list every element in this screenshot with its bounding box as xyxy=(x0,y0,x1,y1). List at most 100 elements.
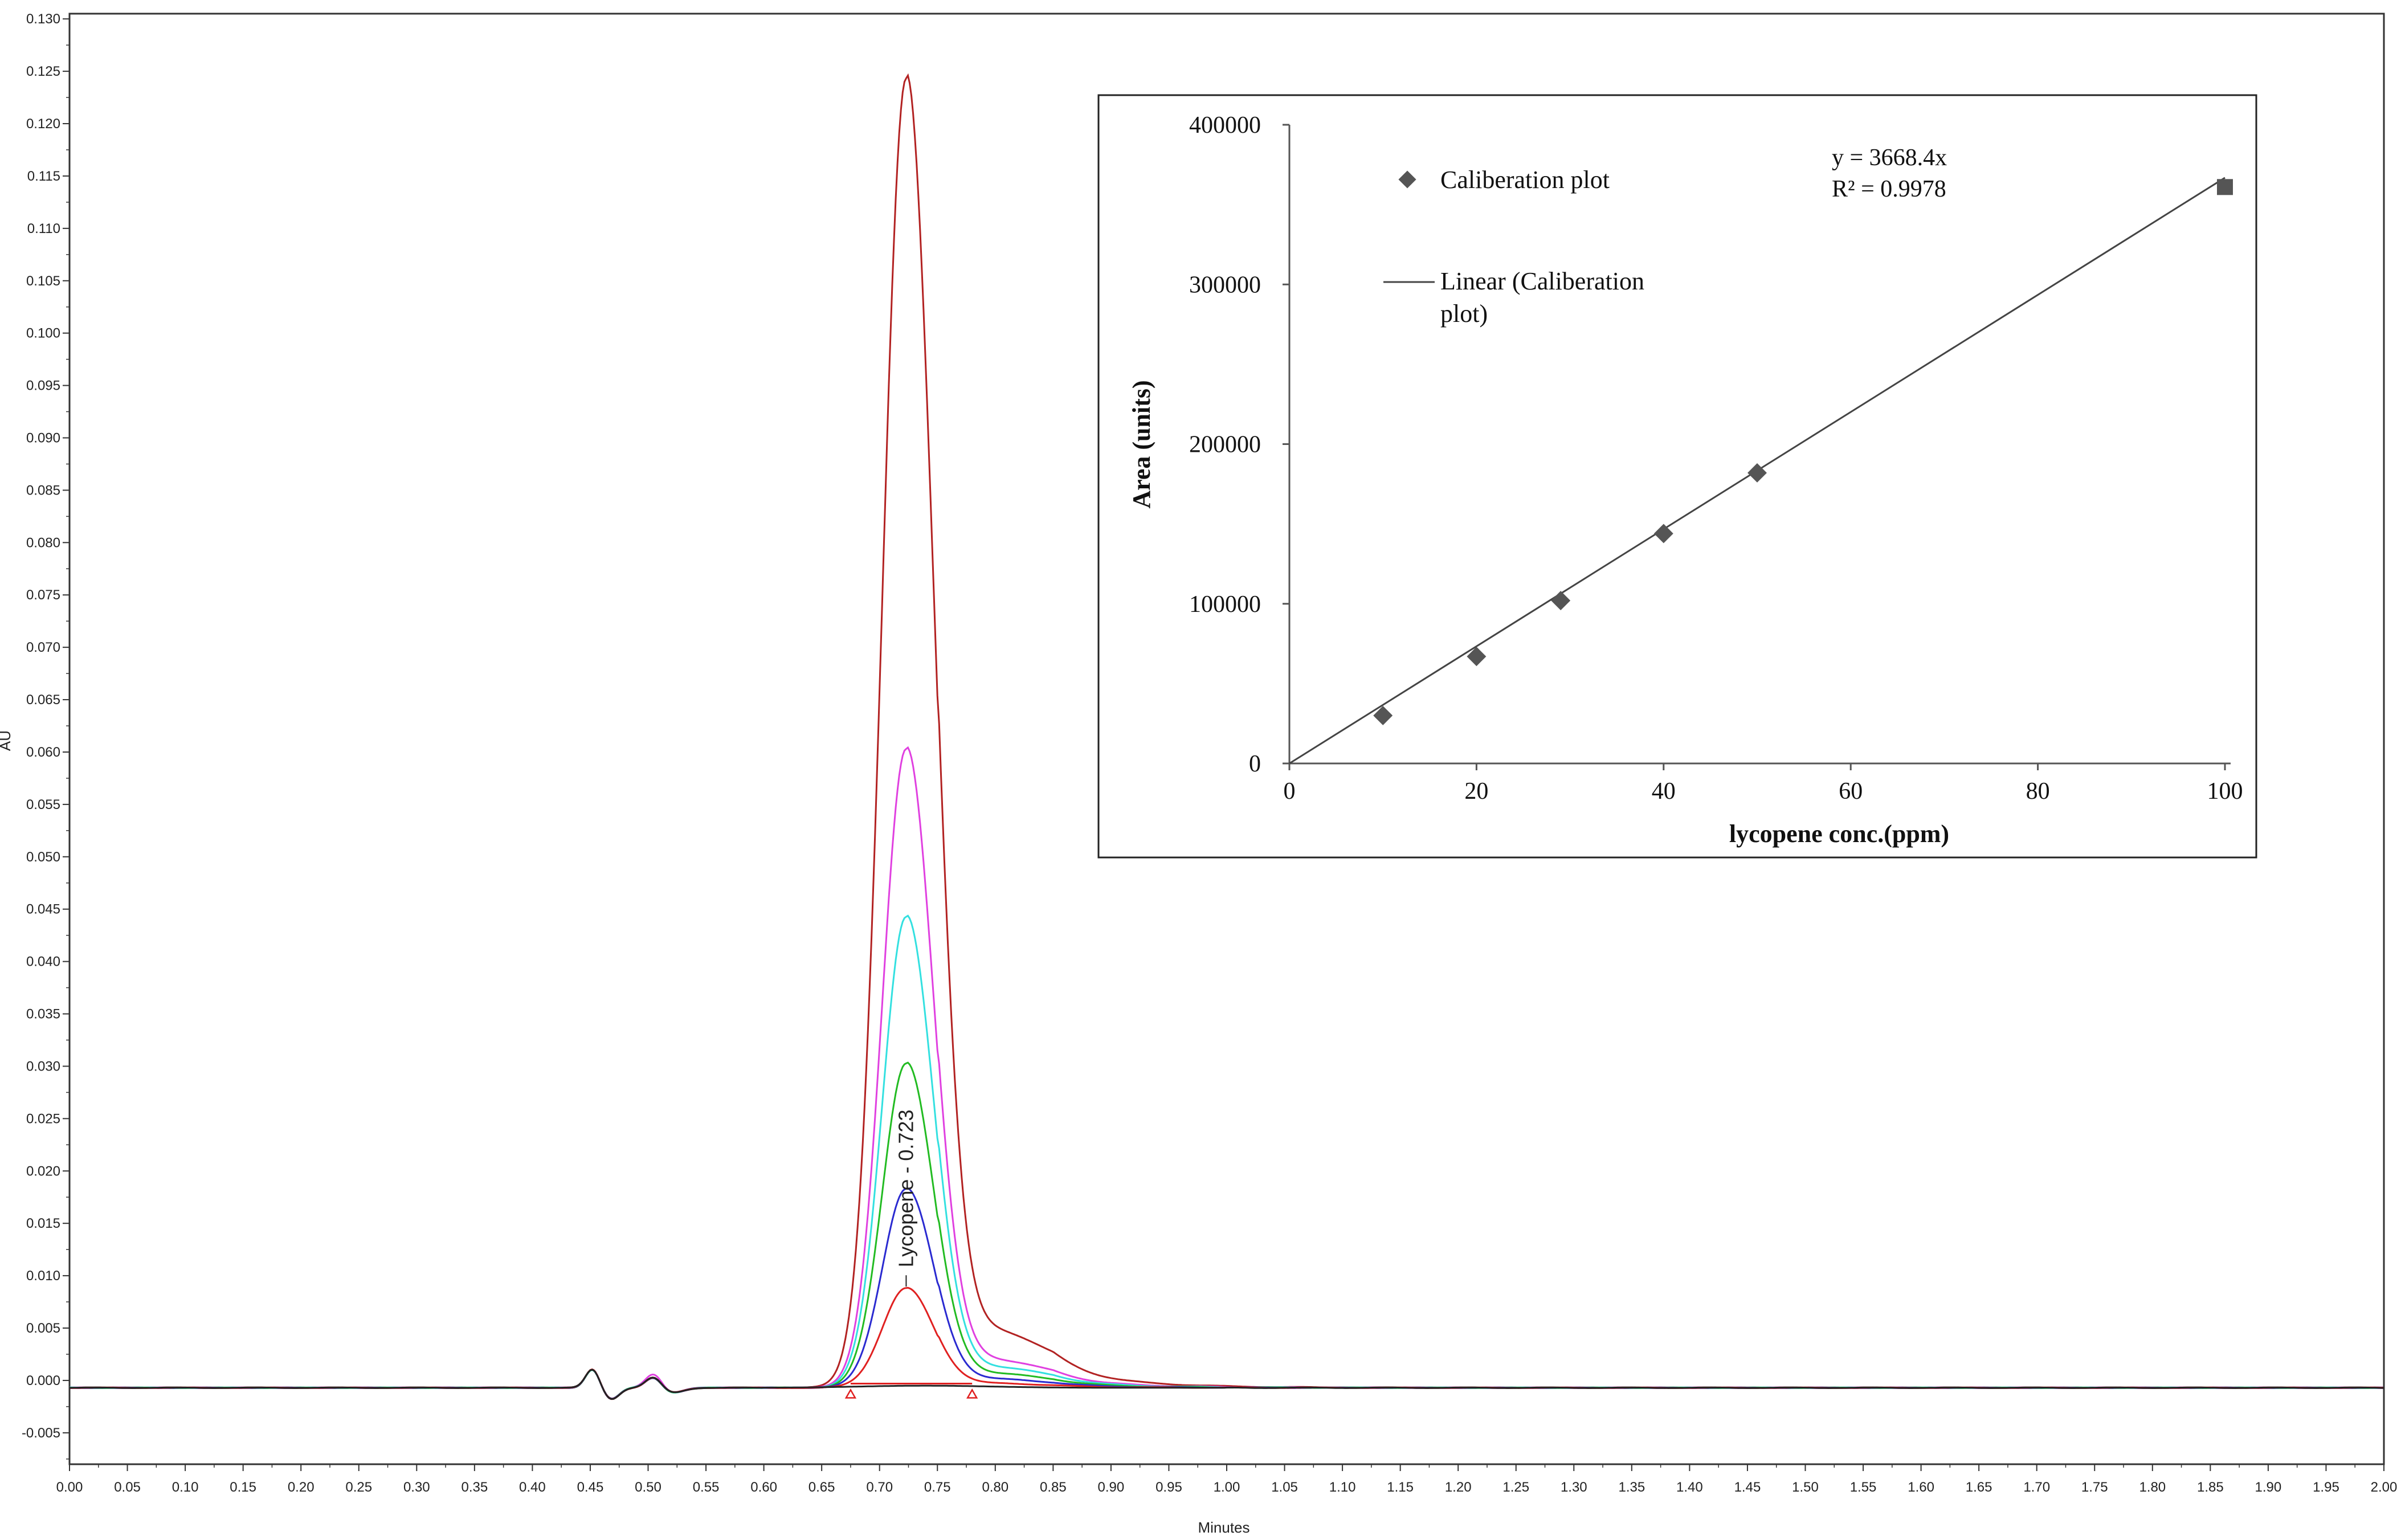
baseline-marker xyxy=(844,1388,857,1399)
x-tick-label: 0.50 xyxy=(635,1480,662,1495)
y-tick-labels: -0.005 0.000 0.005 0.010 0.015 0.020 0.025 0.03… xyxy=(22,11,60,1441)
x-tick-label: 0.10 xyxy=(172,1480,199,1495)
x-tick-label: 0.60 xyxy=(750,1480,777,1495)
y-tick-label: 0.065 xyxy=(26,692,60,708)
calibration-point xyxy=(1467,647,1487,667)
x-tick-label: 0.15 xyxy=(230,1480,256,1495)
y-tick-label: 0.035 xyxy=(26,1007,60,1022)
x-tick-label: 1.40 xyxy=(1676,1480,1703,1495)
y-tick-label: 0.010 xyxy=(26,1268,60,1284)
trace-group xyxy=(69,73,2384,1400)
calibration-point xyxy=(1551,591,1571,611)
y-axis-label: AU xyxy=(0,730,14,751)
x-tick-label: 0.40 xyxy=(519,1480,546,1495)
inset-x-tick-labels: 0 20 40 60 80 100 xyxy=(1284,778,2243,804)
y-tick-label: 0.130 xyxy=(26,11,60,27)
y-tick-label: 0.030 xyxy=(26,1059,60,1074)
inset-frame xyxy=(1097,94,2257,859)
x-tick-label: 0.30 xyxy=(403,1480,430,1495)
x-tick-label: 1.25 xyxy=(1502,1480,1529,1495)
y-tick-label: 0.100 xyxy=(26,326,60,341)
x-tick-label: 1.50 xyxy=(1792,1480,1819,1495)
y-tick-label: 0.085 xyxy=(26,483,60,498)
x-tick-label: 0.85 xyxy=(1040,1480,1067,1495)
y-tick-label: 0.020 xyxy=(26,1163,60,1179)
calibration-point xyxy=(1373,705,1393,725)
y-tick-label: 0.025 xyxy=(26,1111,60,1126)
calibration-point-square xyxy=(2217,179,2233,195)
x-tick-label: 2.00 xyxy=(2371,1480,2398,1495)
r-squared: R² = 0.9978 xyxy=(1832,176,1946,202)
y-tick-label: 0.015 xyxy=(26,1216,60,1231)
x-tick-label: 1.30 xyxy=(1561,1480,1587,1495)
inset-legend: Caliberation plot Linear (Caliberation p… xyxy=(1383,166,1644,328)
inset-y-tick-label: 300000 xyxy=(1189,272,1261,298)
inset-x-tick-label: 0 xyxy=(1284,778,1296,804)
x-tick-label: 0.90 xyxy=(1098,1480,1125,1495)
trend-equation: y = 3668.4x xyxy=(1832,145,1947,171)
x-tick-label: 0.05 xyxy=(114,1480,141,1495)
y-tick-label: 0.075 xyxy=(26,587,60,603)
y-tick-label: 0.115 xyxy=(27,169,60,184)
y-tick-label: 0.120 xyxy=(26,116,60,132)
y-tick-label: -0.005 xyxy=(22,1425,60,1441)
x-tick-label: 0.95 xyxy=(1155,1480,1182,1495)
x-tick-label: 0.75 xyxy=(924,1480,951,1495)
x-tick-label: 0.80 xyxy=(982,1480,1008,1495)
x-tick-label: 0.20 xyxy=(288,1480,315,1495)
x-tick-label: 0.45 xyxy=(577,1480,604,1495)
inset-x-tick-label: 60 xyxy=(1839,778,1863,804)
legend-marker-diamond xyxy=(1398,170,1416,189)
inset-y-axis-label: Area (units) xyxy=(1128,380,1155,508)
inset-x-axis-label: lycopene conc.(ppm) xyxy=(1729,820,1949,848)
x-tick-label: 1.75 xyxy=(2081,1480,2108,1495)
legend-label-calibration: Caliberation plot xyxy=(1440,166,1610,194)
peak-label: Lycopene - 0.723 xyxy=(894,1110,917,1268)
y-tick-label: 0.125 xyxy=(26,64,60,79)
y-tick-label: 0.045 xyxy=(26,902,60,917)
y-tick-label: 0.090 xyxy=(26,430,60,446)
x-tick-label: 1.85 xyxy=(2197,1480,2224,1495)
baseline-trace xyxy=(69,1369,2384,1400)
inset-y-tick-label: 200000 xyxy=(1189,432,1261,458)
y-tick-label: 0.005 xyxy=(26,1321,60,1336)
x-tick-label: 1.10 xyxy=(1329,1480,1356,1495)
inset-axes xyxy=(1283,124,2231,770)
chromatogram: -0.005 0.000 0.005 0.010 0.015 0.020 0.025 0.03… xyxy=(0,11,2397,1536)
x-tick-label: 0.65 xyxy=(808,1480,835,1495)
x-tick-label: 1.60 xyxy=(1908,1480,1934,1495)
inset-x-tick-label: 80 xyxy=(2026,778,2050,804)
inset-y-tick-label: 0 xyxy=(1249,751,1261,777)
baseline-marker xyxy=(966,1388,978,1399)
legend-label-linear-1: Linear (Caliberation xyxy=(1440,267,1644,295)
x-tick-label: 1.90 xyxy=(2255,1480,2282,1495)
inset-x-tick-label: 100 xyxy=(2207,778,2243,804)
x-tick-label: 0.70 xyxy=(866,1480,893,1495)
x-tick-label: 1.00 xyxy=(1214,1480,1240,1495)
y-tick-label: 0.080 xyxy=(26,535,60,550)
x-tick-label: 1.70 xyxy=(2023,1480,2050,1495)
legend-label-linear-2: plot) xyxy=(1440,300,1488,328)
y-tick-label: 0.060 xyxy=(26,745,60,760)
inset-y-tick-label: 400000 xyxy=(1189,112,1261,138)
inset-y-tick-labels: 0 100000 200000 300000 400000 xyxy=(1189,112,1261,777)
x-tick-label: 1.20 xyxy=(1445,1480,1472,1495)
y-tick-marks xyxy=(63,18,2384,1471)
y-tick-label: 0.105 xyxy=(26,273,60,289)
x-tick-label: 1.65 xyxy=(1966,1480,1992,1495)
calibration-inset: 0 100000 200000 300000 400000 0 20 40 60 80 100 A… xyxy=(1097,94,2257,859)
x-axis-label: Minutes xyxy=(1198,1519,1250,1536)
x-tick-label: 0.35 xyxy=(461,1480,488,1495)
y-tick-label: 0.095 xyxy=(26,378,60,394)
y-tick-label: 0.000 xyxy=(26,1373,60,1388)
x-tick-label: 0.55 xyxy=(693,1480,720,1495)
inset-x-tick-label: 20 xyxy=(1464,778,1488,804)
inset-x-tick-label: 40 xyxy=(1652,778,1676,804)
x-tick-label: 1.55 xyxy=(1850,1480,1877,1495)
x-tick-label: 1.45 xyxy=(1734,1480,1761,1495)
x-tick-label: 1.95 xyxy=(2313,1480,2339,1495)
y-tick-label: 0.055 xyxy=(26,797,60,812)
y-tick-label: 0.110 xyxy=(27,221,60,236)
x-tick-label: 0.25 xyxy=(345,1480,372,1495)
